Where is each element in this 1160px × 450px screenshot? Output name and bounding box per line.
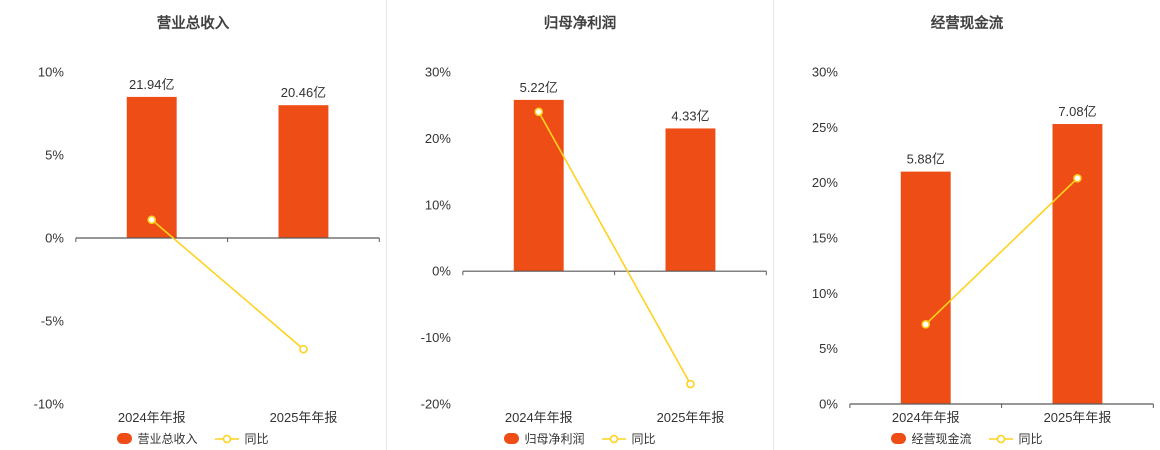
y-tick-label: 25% xyxy=(812,120,838,135)
y-tick-label: 0% xyxy=(819,396,838,411)
yoy-marker xyxy=(147,215,157,225)
legend-line-label: 同比 xyxy=(1018,432,1043,446)
x-category-label: 2024年年报 xyxy=(892,410,960,425)
legend-item-line: 同比 xyxy=(601,430,656,447)
chart-legend: 归母净利润 同比 xyxy=(387,430,773,447)
y-tick-label: -10% xyxy=(421,330,452,345)
chart-legend: 营业总收入 同比 xyxy=(0,430,386,447)
legend-bar-label: 归母净利润 xyxy=(524,432,585,446)
chart-canvas: 30% 25% 20% 15% 10% 5% 0% 5.88亿 7.08亿 2024年年报 2025… xyxy=(812,64,1154,425)
legend-item-bar: 经营现金流 xyxy=(891,430,972,447)
chart-title: 归母净利润 xyxy=(543,16,617,32)
chart-panel-operating-cash-flow: 经营现金流 30% 25% 20% 15% 10% 5% 0% 5.88亿 7.08亿 2024年… xyxy=(773,0,1160,450)
bar-value-label: 20.46亿 xyxy=(281,85,326,100)
legend-item-line: 同比 xyxy=(988,430,1043,447)
bar xyxy=(665,128,716,272)
yoy-marker xyxy=(1073,173,1082,183)
bar-value-label: 5.22亿 xyxy=(520,80,558,95)
legend-item-line: 同比 xyxy=(214,430,269,447)
bar xyxy=(513,99,564,272)
bar-value-label: 21.94亿 xyxy=(129,77,174,92)
x-category-label: 2025年年报 xyxy=(270,410,338,425)
chart-panel-revenue: 营业总收入 10% 5% 0% -5% -10% 21.94亿 20.46亿 2024年年报 2… xyxy=(0,0,386,450)
legend-bar-label: 营业总收入 xyxy=(137,432,198,446)
y-tick-label: 5% xyxy=(45,147,64,162)
yoy-marker xyxy=(921,320,931,329)
x-category-label: 2024年年报 xyxy=(505,410,573,425)
legend-bar-label: 经营现金流 xyxy=(911,432,972,446)
chart-canvas: 10% 5% 0% -5% -10% 21.94亿 20.46亿 2024年年报 2025年年报 xyxy=(34,64,380,425)
yoy-marker xyxy=(686,379,695,389)
bar xyxy=(126,96,177,239)
bar xyxy=(900,171,951,404)
chart-panel-net-profit: 归母净利润 30% 20% 10% 0% -10% -20% 5.22亿 4.33亿 2024年… xyxy=(386,0,773,450)
yoy-line xyxy=(538,111,692,385)
line-marker-icon xyxy=(601,434,626,443)
bar-value-label: 7.08亿 xyxy=(1058,104,1096,119)
y-tick-label: 10% xyxy=(812,286,838,301)
y-tick-label: 0% xyxy=(45,230,64,245)
yoy-marker xyxy=(299,344,308,354)
yoy-line xyxy=(151,219,304,350)
line-marker-icon xyxy=(988,434,1013,443)
y-tick-label: -10% xyxy=(34,396,65,411)
y-tick-label: 20% xyxy=(812,175,838,190)
y-tick-label: -20% xyxy=(421,396,452,411)
bar-swatch-icon xyxy=(117,433,133,444)
x-category-label: 2025年年报 xyxy=(1044,410,1112,425)
line-marker-icon xyxy=(214,434,239,443)
chart-legend: 经营现金流 同比 xyxy=(774,430,1160,447)
chart-canvas: 30% 20% 10% 0% -10% -20% 5.22亿 4.33亿 2024年年报 2025… xyxy=(421,64,767,425)
x-category-label: 2024年年报 xyxy=(118,410,186,425)
legend-line-label: 同比 xyxy=(631,432,656,446)
bar-swatch-icon xyxy=(504,433,520,444)
bar-swatch-icon xyxy=(891,433,907,444)
y-tick-label: -5% xyxy=(41,313,65,328)
y-tick-label: 30% xyxy=(812,64,838,79)
x-category-label: 2025年年报 xyxy=(657,410,725,425)
bar-value-label: 5.88亿 xyxy=(907,152,945,167)
y-tick-label: 10% xyxy=(425,197,451,212)
y-tick-label: 15% xyxy=(812,230,838,245)
yoy-line xyxy=(925,177,1079,325)
y-tick-label: 0% xyxy=(432,264,451,279)
bar xyxy=(278,105,329,238)
legend-item-bar: 归母净利润 xyxy=(504,430,585,447)
chart-title: 营业总收入 xyxy=(156,16,230,32)
chart-title: 经营现金流 xyxy=(930,16,1004,32)
bar-value-label: 4.33亿 xyxy=(671,108,709,123)
y-tick-label: 30% xyxy=(425,64,451,79)
bar xyxy=(1052,124,1103,404)
y-tick-label: 5% xyxy=(819,341,838,356)
legend-item-bar: 营业总收入 xyxy=(117,430,198,447)
y-tick-label: 20% xyxy=(425,131,451,146)
y-tick-label: 10% xyxy=(38,64,64,79)
yoy-marker xyxy=(534,107,544,117)
legend-line-label: 同比 xyxy=(244,432,269,446)
